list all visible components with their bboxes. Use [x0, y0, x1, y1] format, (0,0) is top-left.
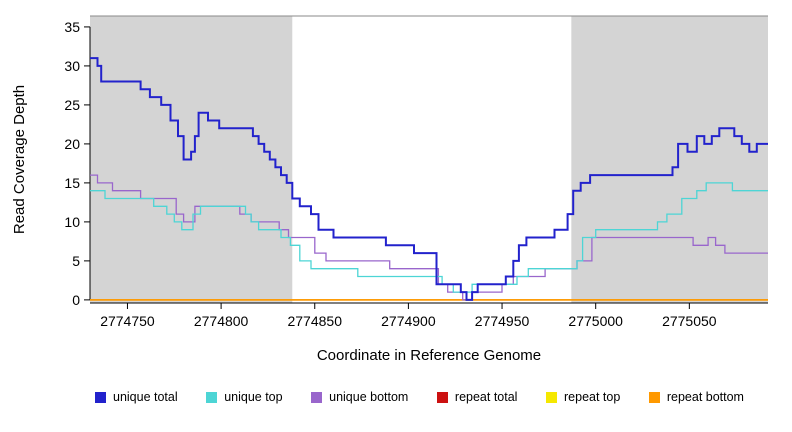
- legend-swatch: [436, 391, 448, 403]
- masked-region-right: [571, 16, 768, 303]
- y-tick-label: 20: [64, 136, 80, 152]
- series-unique-top: [90, 182, 768, 293]
- plot-area: 0 5 10 15 20 25 30 35 2774750 2774800 2774850 27749…: [11, 15, 768, 329]
- legend-item: unique top: [206, 390, 283, 404]
- legend-swatch: [546, 391, 557, 403]
- legend-swatch: [95, 391, 106, 403]
- y-tick-label: 25: [64, 97, 80, 113]
- legend-label: repeat total: [454, 390, 518, 404]
- x-tick-label: 2775000: [568, 313, 623, 329]
- y-tick-label: 0: [72, 292, 80, 308]
- legend-label: repeat bottom: [666, 390, 744, 404]
- series-unique-bottom: [90, 174, 768, 301]
- x-tick-label: 2774900: [381, 313, 436, 329]
- x-tick-label: 2775050: [662, 313, 717, 329]
- x-axis-title: Coordinate in Reference Genome: [316, 347, 542, 364]
- legend: unique total unique top unique bottom repea…: [95, 390, 744, 404]
- legend-label: unique top: [224, 390, 283, 404]
- y-tick-label: 35: [64, 19, 80, 35]
- legend-swatch: [311, 391, 323, 403]
- legend-item: unique total: [95, 390, 178, 404]
- legend-item: repeat top: [546, 390, 620, 404]
- y-tick-label: 30: [64, 58, 80, 74]
- y-tick-label: 5: [72, 253, 80, 269]
- x-tick-label: 2774750: [100, 313, 155, 329]
- y-tick-label: 15: [64, 175, 80, 191]
- legend-label: unique total: [113, 390, 178, 404]
- series-unique-total: [90, 57, 768, 301]
- legend-swatch: [648, 391, 660, 403]
- x-tick-label: 2774800: [194, 313, 249, 329]
- legend-item: repeat total: [436, 390, 518, 404]
- legend-label: repeat top: [564, 390, 621, 404]
- y-tick-label: 10: [64, 214, 80, 230]
- legend-label: unique bottom: [329, 390, 409, 404]
- x-tick-label: 2774950: [475, 313, 530, 329]
- legend-swatch: [206, 391, 218, 403]
- legend-item: repeat bottom: [648, 390, 744, 404]
- legend-item: unique bottom: [311, 390, 408, 404]
- x-tick-label: 2774850: [287, 313, 342, 329]
- y-axis-title: Read Coverage Depth: [11, 85, 28, 234]
